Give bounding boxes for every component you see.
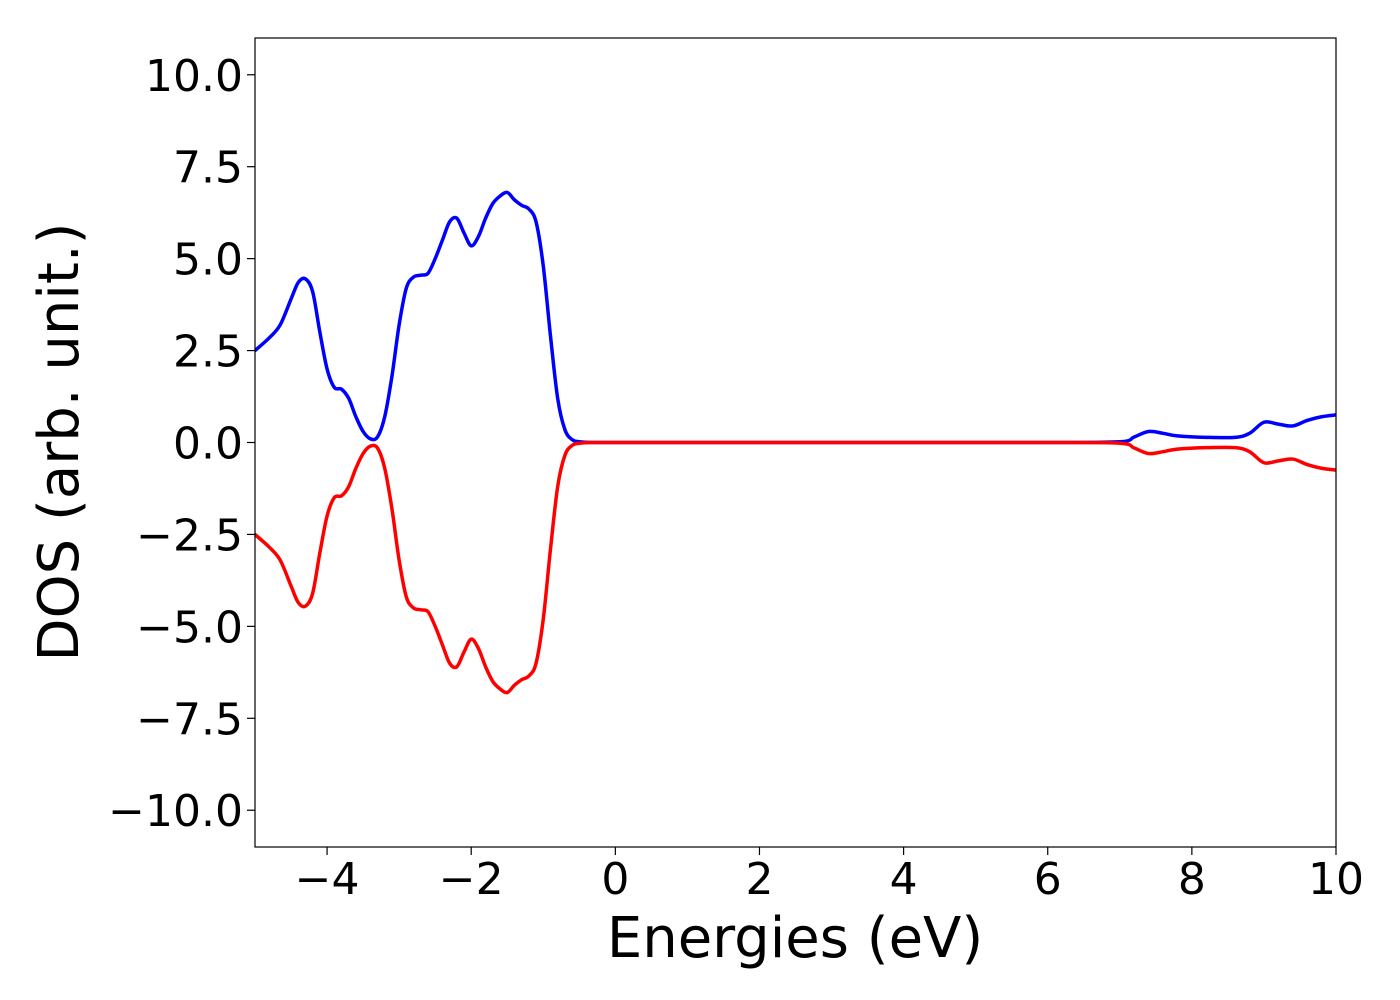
y-tick-label: 10.0 bbox=[145, 51, 243, 102]
series-line-2 bbox=[255, 440, 1336, 695]
x-tick-label: 8 bbox=[1178, 854, 1206, 905]
y-tick-label: 7.5 bbox=[173, 143, 243, 194]
y-axis-label: DOS (arb. unit.) bbox=[27, 222, 92, 661]
y-tick-label: −2.5 bbox=[136, 510, 243, 561]
x-tick-label: 0 bbox=[601, 854, 629, 905]
y-tick-label: 2.5 bbox=[173, 327, 243, 378]
y-tick-label: −5.0 bbox=[136, 602, 243, 653]
x-tick-label: 2 bbox=[745, 854, 773, 905]
y-tick-label: −7.5 bbox=[136, 694, 243, 745]
y-tick-label: 5.0 bbox=[173, 235, 243, 286]
series-layer bbox=[255, 190, 1336, 695]
series-line-1 bbox=[255, 190, 1336, 445]
y-tick-label: 0.0 bbox=[173, 419, 243, 470]
x-axis-ticks: −4 −2 0 2 4 6 8 10 bbox=[295, 847, 1364, 905]
y-tick-label: −10.0 bbox=[108, 786, 243, 837]
x-tick-label: −4 bbox=[295, 854, 360, 905]
x-axis-label: Energies (eV) bbox=[607, 906, 983, 971]
y-axis-ticks: 10.0 7.5 5.0 2.5 0.0 −2.5 −5.0 −7.5 −10.0 bbox=[108, 51, 255, 837]
x-tick-label: 6 bbox=[1034, 854, 1062, 905]
x-tick-label: 4 bbox=[890, 854, 918, 905]
x-tick-label: −2 bbox=[439, 854, 504, 905]
x-tick-label: 10 bbox=[1308, 854, 1364, 905]
